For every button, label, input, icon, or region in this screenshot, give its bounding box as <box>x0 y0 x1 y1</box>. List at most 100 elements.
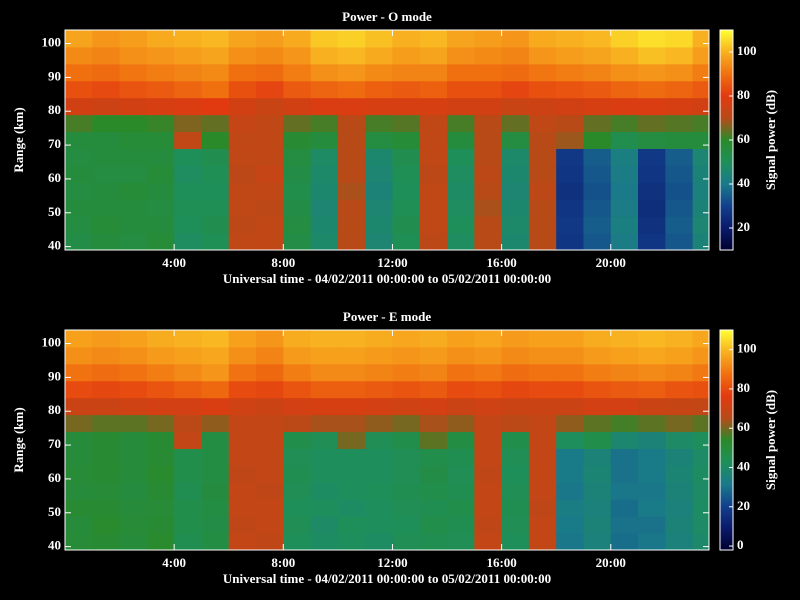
heatmap-cell <box>419 431 448 449</box>
heatmap-cell <box>310 80 339 99</box>
x-tick-label: 4:00 <box>162 255 186 270</box>
heatmap-cell <box>92 216 121 234</box>
heatmap-cell <box>310 533 339 551</box>
heatmap-cell <box>119 465 148 483</box>
heatmap-cell <box>337 131 366 149</box>
heatmap-cell <box>337 330 366 348</box>
y-tick-label: 70 <box>48 136 61 151</box>
heatmap-cell <box>556 148 584 166</box>
heatmap-cell <box>556 63 584 82</box>
heatmap-cell <box>283 97 312 116</box>
heatmap-cell <box>447 414 475 433</box>
heatmap-cell <box>337 46 366 65</box>
heatmap-cell <box>528 448 557 466</box>
heatmap-cell <box>201 233 230 251</box>
heatmap-cell <box>501 465 530 483</box>
heatmap-cell <box>256 30 284 48</box>
heatmap-cell <box>583 199 612 217</box>
heatmap-cell <box>528 30 557 48</box>
heatmap-cell <box>501 330 530 348</box>
heatmap-cell <box>256 80 284 99</box>
heatmap-cell <box>365 414 393 433</box>
heatmap-cell <box>556 448 584 466</box>
heatmap-cell <box>392 80 421 99</box>
heatmap-cell <box>638 30 666 48</box>
heatmap-cell <box>365 63 393 82</box>
heatmap-cell <box>665 165 694 183</box>
heatmap-cell <box>392 448 421 466</box>
heatmap-cell <box>501 499 530 517</box>
heatmap-cell <box>146 80 175 99</box>
heatmap-cell <box>256 448 284 466</box>
heatmap-cell <box>392 397 421 416</box>
heatmap-cell <box>638 533 666 551</box>
heatmap-cell <box>474 431 503 449</box>
colorbar-tick-label: 20 <box>737 219 750 234</box>
heatmap-cell <box>610 363 639 382</box>
heatmap-cell <box>501 148 530 166</box>
heatmap-cell <box>201 63 230 82</box>
heatmap-cell <box>638 114 666 133</box>
x-tick-label: 8:00 <box>271 255 295 270</box>
x-axis-label: Universal time - 04/02/2011 00:00:00 to … <box>223 271 551 286</box>
y-axis-label: Range (km) <box>11 107 26 172</box>
heatmap-cell <box>283 233 312 251</box>
heatmap-cell <box>119 482 148 500</box>
heatmap-cell <box>146 465 175 483</box>
heatmap-cell <box>65 448 93 466</box>
heatmap-cell <box>501 482 530 500</box>
heatmap-cell <box>146 148 175 166</box>
heatmap-cell <box>501 80 530 99</box>
heatmap-cell <box>447 216 475 234</box>
y-tick-label: 90 <box>48 368 61 383</box>
heatmap-cell <box>146 414 175 433</box>
heatmap-cell <box>556 131 584 149</box>
heatmap-cell <box>283 482 312 500</box>
heatmap-cell <box>583 148 612 166</box>
heatmap-cell <box>419 414 448 433</box>
heatmap-cell <box>310 165 339 183</box>
heatmap-cell <box>447 380 475 399</box>
colorbar-label: Signal power (dB) <box>763 390 778 490</box>
heatmap-cell <box>474 131 503 149</box>
heatmap-cell <box>174 465 202 483</box>
heatmap-cell <box>283 216 312 234</box>
heatmap-cell <box>583 131 612 149</box>
heatmap-cell <box>638 80 666 99</box>
heatmap-cell <box>583 363 612 382</box>
heatmap-cell <box>146 346 175 365</box>
heatmap-cell <box>146 448 175 466</box>
heatmap-cell <box>119 363 148 382</box>
heatmap-cell <box>610 482 639 500</box>
heatmap-cell <box>474 363 503 382</box>
heatmap-cell <box>665 131 694 149</box>
heatmap-cell <box>501 182 530 200</box>
heatmap-cell <box>692 533 710 551</box>
heatmap-cell <box>556 380 584 399</box>
y-axis-label: Range (km) <box>11 407 26 472</box>
heatmap-cell <box>174 233 202 251</box>
heatmap-cell <box>501 397 530 416</box>
heatmap-cell <box>419 482 448 500</box>
heatmap-cell <box>65 465 93 483</box>
heatmap-cell <box>528 499 557 517</box>
heatmap-cells <box>65 30 710 251</box>
heatmap-cell <box>365 216 393 234</box>
heatmap-cell <box>228 465 257 483</box>
heatmap-cell <box>174 533 202 551</box>
heatmap-cell <box>92 330 121 348</box>
heatmap-cell <box>256 46 284 65</box>
heatmap-cell <box>447 465 475 483</box>
heatmap-cell <box>146 30 175 48</box>
heatmap-cell <box>174 414 202 433</box>
heatmap-cell <box>447 533 475 551</box>
heatmap-cell <box>174 63 202 82</box>
heatmap-cell <box>146 431 175 449</box>
heatmap-cell <box>201 516 230 534</box>
heatmap-cell <box>337 80 366 99</box>
heatmap-cell <box>583 499 612 517</box>
heatmap-cell <box>474 148 503 166</box>
heatmap-cell <box>228 431 257 449</box>
heatmap-cell <box>65 482 93 500</box>
